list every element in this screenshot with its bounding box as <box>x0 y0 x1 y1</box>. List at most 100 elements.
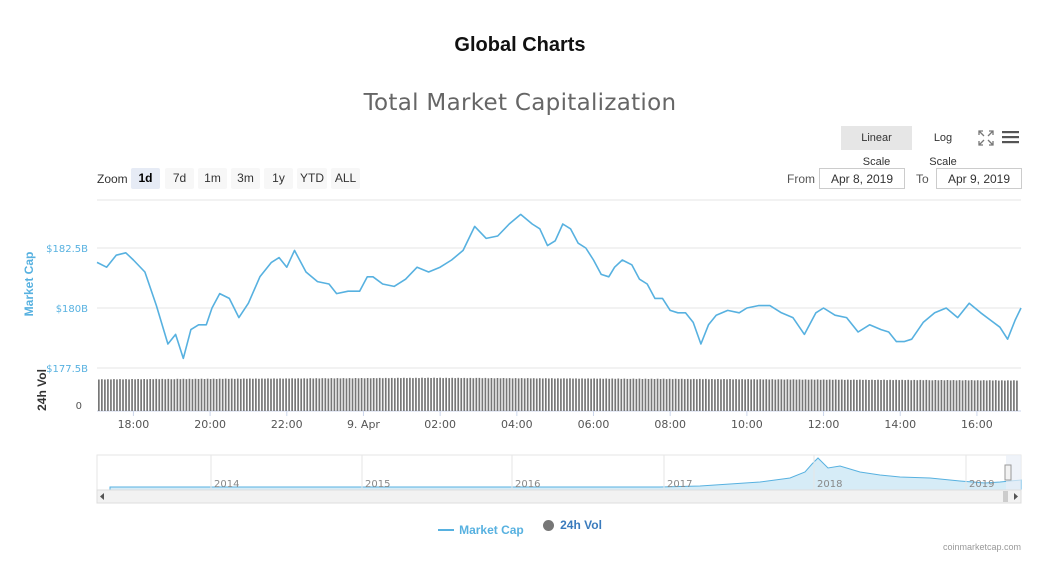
hamburger-menu-icon[interactable] <box>1002 130 1019 144</box>
volume-bar <box>167 378 170 411</box>
volume-bar <box>369 378 372 411</box>
volume-bar <box>496 378 499 411</box>
volume-bar <box>680 378 683 411</box>
volume-bar <box>768 379 771 411</box>
volume-bar <box>638 378 641 411</box>
volume-bar <box>502 378 505 411</box>
volume-bar <box>119 379 121 411</box>
volume-bar <box>436 378 438 411</box>
volume-bar <box>544 378 547 411</box>
volume-bar <box>928 380 931 411</box>
zoom-3m-button[interactable]: 3m <box>231 168 260 189</box>
volume-bar <box>578 378 580 411</box>
volume-bar <box>671 379 674 411</box>
navigator-handle[interactable] <box>1004 464 1012 481</box>
market-cap-chart: $182.5B$180B$177.5B0 Market Cap 24h Vol … <box>22 199 1022 504</box>
volume-bar <box>711 379 713 411</box>
volume-bar <box>532 378 535 411</box>
volume-bar <box>828 379 831 411</box>
volume-bar <box>179 379 182 411</box>
volume-bar <box>487 378 490 411</box>
volume-bar <box>816 379 819 411</box>
volume-bar <box>723 379 725 411</box>
volume-bar <box>554 378 556 411</box>
volume-bar <box>194 378 197 411</box>
from-date-input[interactable]: Apr 8, 2019 <box>819 168 905 189</box>
scroll-right-icon[interactable] <box>1014 493 1018 500</box>
scroll-left-icon[interactable] <box>100 493 104 500</box>
volume-bar <box>400 378 402 411</box>
volume-bar <box>478 377 481 411</box>
volume-bar <box>786 379 789 411</box>
volume-bar <box>116 379 118 411</box>
volume-bar <box>1000 380 1003 411</box>
volume-bar <box>862 379 864 411</box>
zoom-1y-button[interactable]: 1y <box>264 168 293 189</box>
volume-bar <box>988 380 991 411</box>
volume-bar <box>883 379 885 411</box>
volume-bar <box>245 378 248 411</box>
volume-bar <box>720 379 722 411</box>
scrollbar-thumb[interactable] <box>1003 491 1008 502</box>
volume-bar <box>104 379 106 411</box>
credits-link[interactable]: coinmarketcap.com <box>942 542 1021 552</box>
volume-bar <box>146 379 149 411</box>
volume-bar <box>252 378 254 411</box>
volume-bar <box>886 380 888 411</box>
volume-bar <box>762 379 765 411</box>
volume-bar <box>650 378 653 411</box>
market-cap-line <box>96 213 1022 360</box>
volume-bar <box>327 378 330 411</box>
dot-icon <box>543 519 555 531</box>
volume-bar <box>285 378 287 411</box>
volume-bar <box>644 378 647 411</box>
volume-bar <box>1010 380 1012 411</box>
navigator-scrollbar[interactable] <box>96 489 1022 504</box>
volume-bar <box>563 378 565 411</box>
volume-bar <box>206 378 209 411</box>
volume-bar <box>297 378 300 411</box>
volume-bar <box>164 379 167 411</box>
volume-bar <box>913 379 916 411</box>
x-tick-label: 12:00 <box>808 418 840 431</box>
volume-bar <box>629 378 632 411</box>
volume-bar <box>946 380 949 411</box>
fullscreen-icon[interactable] <box>978 130 994 146</box>
volume-bar <box>155 378 158 411</box>
volume-bar <box>807 379 810 411</box>
volume-bar <box>590 378 592 411</box>
volume-bar <box>499 378 502 411</box>
volume-bar <box>249 378 251 411</box>
volume-bar <box>958 380 961 411</box>
log-scale-button[interactable]: Log Scale <box>929 132 957 168</box>
volume-bar <box>514 378 517 411</box>
volume-bar <box>901 379 904 411</box>
volume-bar <box>442 378 444 411</box>
zoom-ytd-button[interactable]: YTD <box>297 168 327 189</box>
legend-volume[interactable]: 24h Vol <box>543 518 602 532</box>
zoom-7d-button[interactable]: 7d <box>165 168 194 189</box>
volume-bar <box>605 378 608 411</box>
volume-bar <box>393 378 396 411</box>
volume-tick-label: 0 <box>76 401 82 412</box>
volume-bar <box>381 378 384 411</box>
volume-bar <box>523 378 526 411</box>
to-date-input[interactable]: Apr 9, 2019 <box>936 168 1022 189</box>
volume-bar <box>593 378 595 411</box>
volume-bar <box>653 379 656 411</box>
zoom-1m-button[interactable]: 1m <box>198 168 227 189</box>
linear-scale-button[interactable]: Linear Scale <box>841 126 912 168</box>
volume-bar <box>834 379 837 411</box>
volume-bar <box>584 378 586 411</box>
volume-bar <box>596 378 598 411</box>
volume-bar <box>732 379 734 411</box>
legend-market-cap[interactable]: Market Cap <box>438 523 524 537</box>
zoom-1d-button[interactable]: 1d <box>131 168 160 189</box>
x-tick-label: 20:00 <box>194 418 226 431</box>
volume-bar <box>575 378 577 411</box>
zoom-all-button[interactable]: ALL <box>331 168 360 189</box>
navigator-selected-range[interactable] <box>1006 455 1021 490</box>
volume-bar <box>798 379 801 411</box>
volume-bar <box>665 379 668 411</box>
volume-bar <box>919 379 922 411</box>
